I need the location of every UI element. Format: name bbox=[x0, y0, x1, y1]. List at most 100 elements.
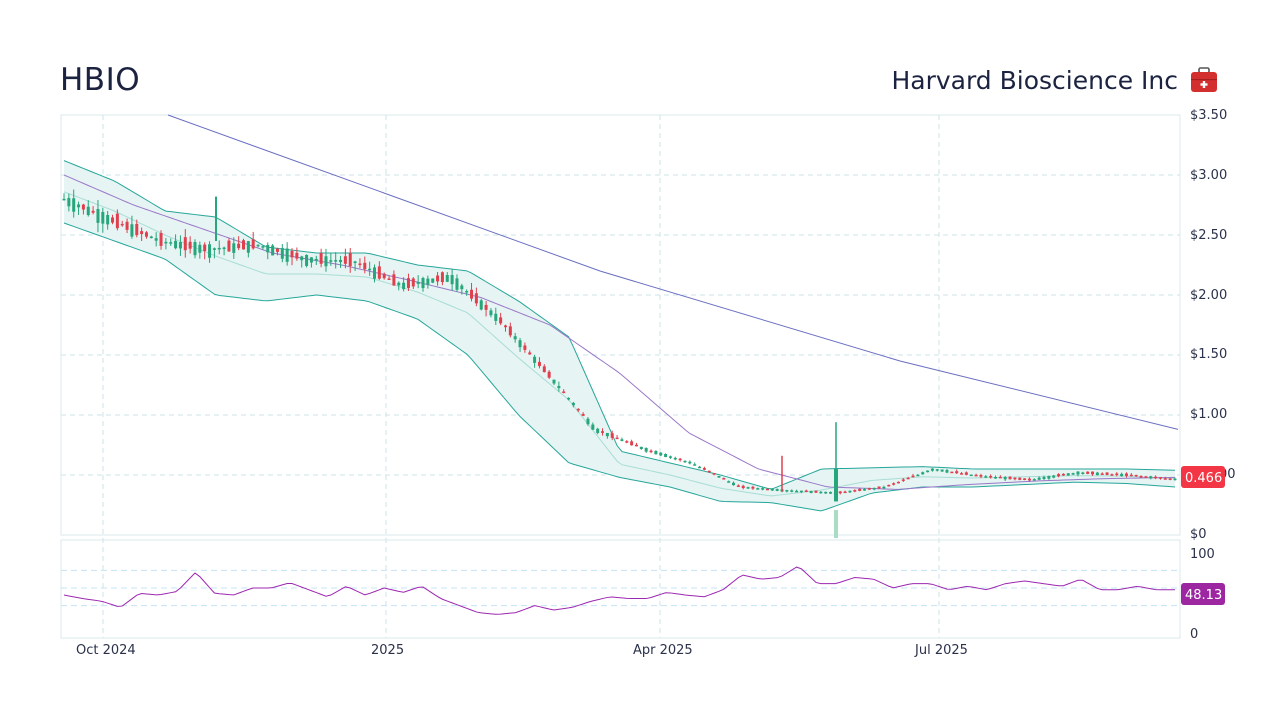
company-name: Harvard Bioscience Inc bbox=[891, 66, 1178, 95]
candle-body bbox=[620, 439, 624, 442]
price-tick: $2.50 bbox=[1190, 228, 1227, 243]
candle-body bbox=[945, 470, 949, 473]
candle-body bbox=[275, 248, 279, 252]
rsi-tick: 0 bbox=[1190, 627, 1198, 642]
candle-body bbox=[353, 261, 357, 264]
candle-body bbox=[809, 490, 813, 493]
candle-body bbox=[159, 233, 163, 246]
candle-body bbox=[673, 457, 677, 460]
candle-body bbox=[804, 490, 808, 493]
candle-body bbox=[625, 441, 629, 443]
candle-body bbox=[717, 475, 721, 478]
candle-body bbox=[1144, 476, 1148, 478]
candle-body bbox=[154, 238, 158, 241]
candle-body bbox=[790, 490, 794, 492]
candle-body bbox=[1091, 471, 1095, 475]
candle-body bbox=[707, 470, 711, 473]
sma-short-line bbox=[63, 174, 1176, 490]
candle-body bbox=[377, 266, 381, 279]
candle-body bbox=[62, 198, 66, 201]
candle-body bbox=[989, 475, 993, 478]
candle-body bbox=[445, 274, 449, 282]
candle-body bbox=[557, 385, 561, 389]
candle-body bbox=[702, 468, 706, 470]
candle-body bbox=[858, 488, 862, 491]
rsi-axis: 100 0 bbox=[1190, 547, 1215, 642]
candle-body bbox=[81, 204, 85, 210]
candle-body bbox=[848, 490, 852, 493]
candle-body bbox=[295, 252, 299, 259]
candle-body bbox=[465, 291, 469, 293]
candle-body bbox=[416, 281, 420, 284]
candle-body bbox=[91, 210, 95, 213]
candle-body bbox=[402, 282, 406, 290]
candle-body bbox=[513, 336, 517, 340]
candle-body bbox=[765, 488, 769, 491]
candle-body bbox=[615, 437, 619, 440]
candle-body bbox=[678, 458, 682, 461]
candle-body bbox=[576, 408, 580, 411]
candle-body bbox=[751, 486, 755, 489]
candle-body bbox=[1047, 475, 1051, 479]
candle-body bbox=[523, 345, 527, 350]
price-pane[interactable] bbox=[62, 114, 1179, 538]
candle-body bbox=[397, 282, 401, 286]
candle-body bbox=[309, 257, 313, 263]
candle-body bbox=[188, 241, 192, 249]
candle-body bbox=[348, 253, 352, 267]
candle-body bbox=[436, 275, 440, 282]
candle-body bbox=[135, 223, 139, 236]
candle-body bbox=[921, 472, 925, 475]
candle-body bbox=[426, 278, 430, 285]
candle-body bbox=[130, 224, 134, 237]
candle-body bbox=[178, 242, 182, 249]
candle-body bbox=[450, 275, 454, 285]
candle-body bbox=[528, 352, 532, 355]
candle-body bbox=[319, 253, 323, 264]
candle-body bbox=[290, 250, 294, 258]
candle-body bbox=[1057, 474, 1061, 477]
candle-body bbox=[77, 204, 81, 208]
candle-body bbox=[300, 256, 304, 261]
candle-body bbox=[892, 483, 896, 485]
candle-body bbox=[251, 239, 255, 249]
candle-body bbox=[1061, 473, 1065, 476]
candle-body bbox=[984, 476, 988, 478]
price-tick: $2.00 bbox=[1190, 288, 1227, 303]
bollinger-mid bbox=[63, 191, 1176, 497]
candle-body bbox=[1037, 477, 1041, 480]
candle-body bbox=[571, 402, 575, 406]
candle-body bbox=[1076, 471, 1080, 475]
candle-body bbox=[542, 366, 546, 373]
candle-body bbox=[271, 245, 275, 256]
candle-body bbox=[484, 304, 488, 310]
candle-body bbox=[814, 490, 818, 493]
candle-body bbox=[664, 454, 668, 457]
candle-body bbox=[562, 391, 566, 394]
candle-body bbox=[339, 259, 343, 263]
candle-body bbox=[843, 491, 847, 494]
time-tick: Apr 2025 bbox=[633, 643, 693, 658]
current-rsi-badge: 48.13 bbox=[1181, 583, 1225, 605]
candle-body bbox=[489, 310, 493, 316]
candle-body bbox=[387, 278, 391, 280]
candle-body bbox=[440, 272, 444, 283]
candle-body bbox=[120, 223, 124, 226]
candle-body bbox=[1081, 472, 1085, 474]
candle-body bbox=[266, 244, 270, 253]
price-tick: $1.50 bbox=[1190, 347, 1227, 362]
svg-text:0.466: 0.466 bbox=[1185, 471, 1222, 486]
candle-body bbox=[1032, 479, 1036, 481]
rsi-pane[interactable] bbox=[63, 566, 1175, 615]
candle-body bbox=[1105, 472, 1109, 475]
rsi-line bbox=[63, 566, 1175, 615]
candle-body bbox=[911, 475, 915, 478]
candle-body bbox=[659, 452, 663, 456]
candle-body bbox=[518, 340, 522, 348]
candle-body bbox=[1115, 473, 1119, 476]
candle-body bbox=[237, 243, 241, 249]
candle-body bbox=[67, 198, 71, 207]
candle-body bbox=[955, 471, 959, 474]
candle-body bbox=[1042, 476, 1046, 479]
